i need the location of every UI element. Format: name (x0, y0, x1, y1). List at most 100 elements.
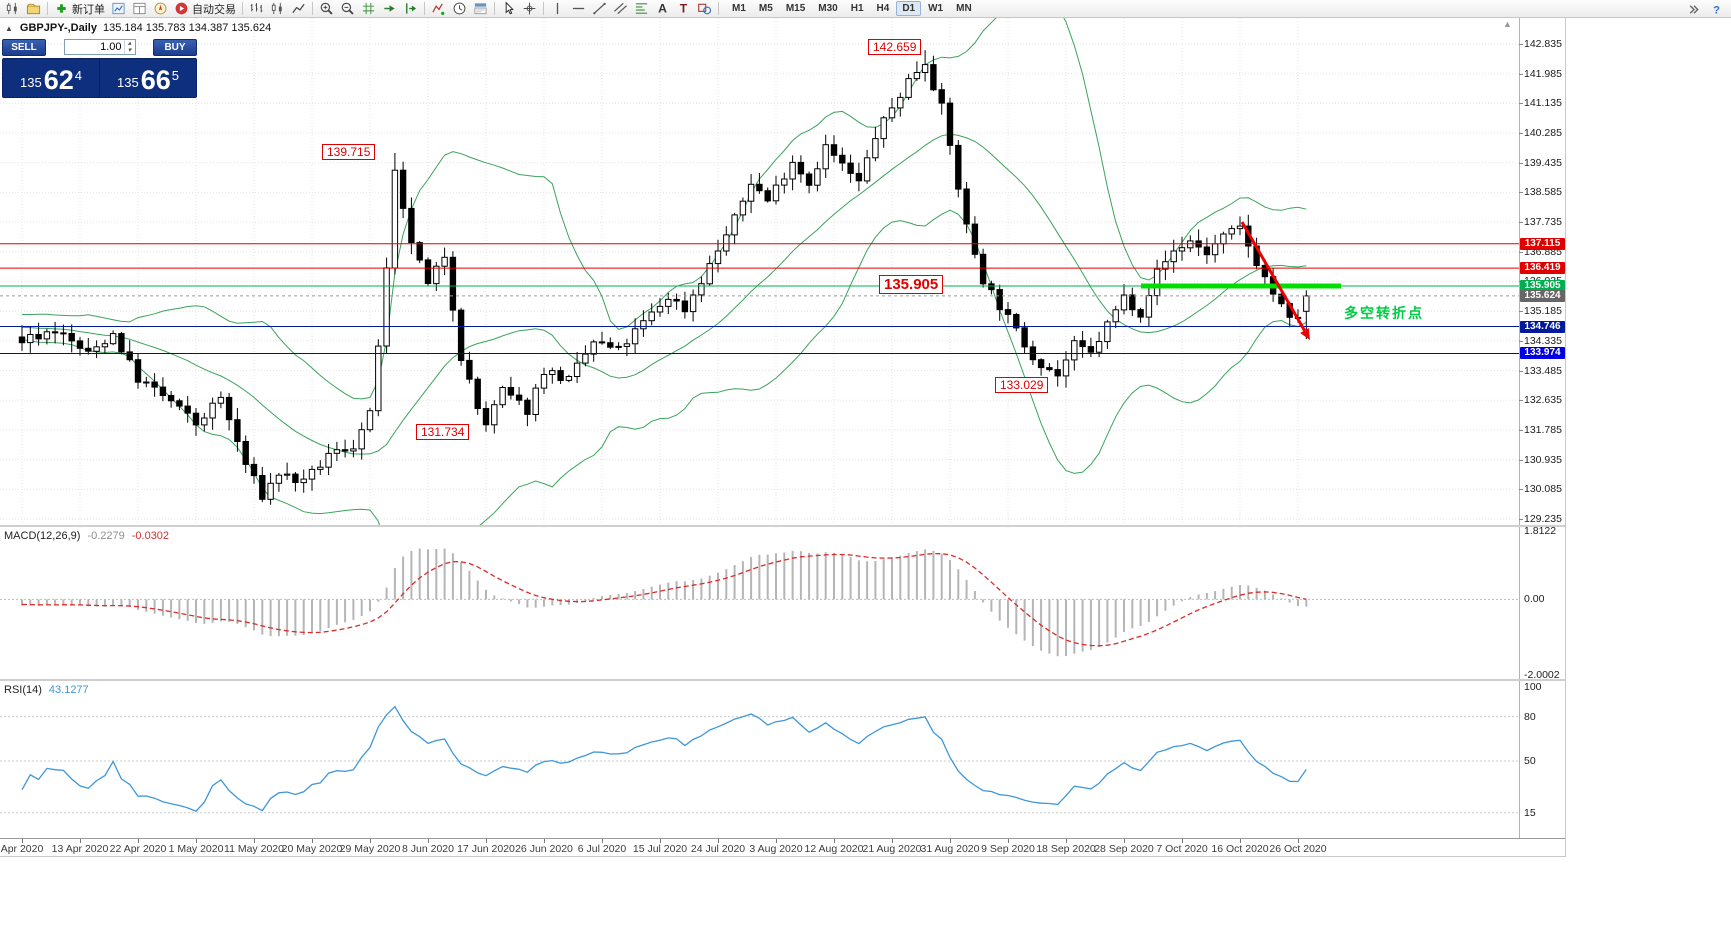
equidistant-channel-tool[interactable] (610, 1, 631, 17)
price-tick-label: 134.335 (1524, 334, 1562, 347)
help-icon: ? (1709, 2, 1724, 17)
timeframe-h4[interactable]: H4 (876, 3, 890, 14)
timeframe-m1[interactable]: M1 (732, 3, 746, 14)
time-tick-mark (950, 839, 951, 843)
zoom-in-tool[interactable] (316, 1, 337, 17)
time-tick-label: 13 Apr 2020 (51, 843, 109, 855)
time-tick-mark (312, 839, 313, 843)
timeframe-d1[interactable]: D1 (896, 1, 922, 16)
timeframe-mn[interactable]: MN (956, 3, 972, 14)
timeframe-m5[interactable]: M5 (758, 3, 773, 14)
buy-price[interactable]: 135 66 5 (100, 59, 196, 97)
fibonacci-retracement-tool[interactable] (631, 1, 652, 17)
candles-icon (5, 1, 20, 16)
trendline-tool[interactable] (589, 1, 610, 17)
auto-trading-button[interactable]: 自动交易 (171, 1, 239, 17)
new-order-label: 新订单 (72, 3, 105, 16)
toolbar-overflow-tool[interactable] (1683, 1, 1704, 17)
timeframe-m30[interactable]: M30 (818, 3, 838, 14)
toolbar-separator (312, 2, 313, 15)
price-chart-canvas[interactable] (0, 18, 1565, 525)
data-window-tool[interactable] (129, 1, 150, 17)
line-chart-type-tool[interactable] (288, 1, 309, 17)
volume-up-icon[interactable]: ▴ (127, 40, 132, 47)
sell-button[interactable]: SELL (2, 38, 46, 56)
timeframe-w1[interactable]: W1 (928, 3, 944, 14)
toolbar-right-group: ? (1683, 1, 1727, 17)
price-tick-label: 130.935 (1524, 453, 1562, 466)
price-tag-133-974: 133.974 (1520, 347, 1565, 360)
data-window-icon (132, 1, 147, 16)
time-axis[interactable]: Apr 2020 13 Apr 2020 22 Apr 2020 1 May 2020… (0, 838, 1565, 856)
rsi-canvas[interactable] (0, 681, 1565, 837)
horizontal-line-tool[interactable] (568, 1, 589, 17)
new-order-button[interactable]: 新订单 (51, 1, 108, 17)
time-tick-label: 31 Aug 2020 (920, 843, 980, 855)
bar-chart-type-tool[interactable] (246, 1, 267, 17)
price-label-annotation[interactable]: 142.659 (868, 39, 922, 55)
buy-button[interactable]: BUY (153, 38, 197, 56)
time-tick-label: 16 Oct 2020 (1211, 843, 1269, 855)
sell-price[interactable]: 135 62 4 (3, 59, 100, 97)
volume-input[interactable]: 1.00 ▴ ▾ (63, 39, 136, 55)
macd-canvas[interactable] (0, 527, 1565, 679)
zoom-out-tool[interactable] (337, 1, 358, 17)
indicators-tool[interactable] (428, 1, 449, 17)
shapes-icon (697, 1, 712, 16)
one-click-trading-panel: SELL 1.00 ▴ ▾ BUY 135 62 4 135 66 5 (2, 38, 197, 98)
price-label-annotation[interactable]: 135.905 (879, 275, 944, 294)
time-tick-mark (1124, 839, 1125, 843)
sell-price-prefix: 135 (20, 75, 42, 90)
buy-price-big: 66 (140, 65, 171, 95)
time-tick-mark (22, 839, 23, 843)
rsi-panel-splitter[interactable] (0, 679, 1565, 681)
help-tool[interactable]: ? (1706, 1, 1727, 17)
auto-scroll-tool[interactable] (379, 1, 400, 17)
text-t-icon: T (676, 1, 691, 16)
text-tool[interactable]: A (652, 1, 673, 17)
price-tick-mark (1519, 400, 1523, 402)
templates-tool[interactable] (470, 1, 491, 17)
rsi-axis-label: 100 (1524, 681, 1542, 693)
price-label-annotation[interactable]: 133.029 (995, 377, 1049, 393)
volume-value[interactable]: 1.00 (100, 41, 122, 53)
price-tick-mark (1519, 103, 1523, 105)
market-watch-tool[interactable] (108, 1, 129, 17)
price-tick-label: 141.135 (1524, 97, 1562, 110)
time-tick-label: 3 Aug 2020 (749, 843, 803, 855)
one-click-collapse-icon[interactable]: ▲ (5, 23, 13, 33)
trade-panel-controls: SELL 1.00 ▴ ▾ BUY (2, 38, 197, 56)
volume-down-icon[interactable]: ▾ (127, 47, 132, 54)
timeframe-h1[interactable]: H1 (850, 3, 864, 14)
price-label-annotation[interactable]: 139.715 (322, 144, 376, 160)
profiles-icon (26, 1, 41, 16)
shapes-tool[interactable] (694, 1, 715, 17)
grid-toggle-tool[interactable] (358, 1, 379, 17)
timeframe-m15[interactable]: M15 (785, 3, 806, 14)
navigator-tool[interactable] (150, 1, 171, 17)
price-tick-mark (1519, 192, 1523, 194)
cursor-tool[interactable] (498, 1, 519, 17)
rsi-title: RSI(14) (4, 684, 42, 696)
candles-icon (270, 1, 285, 16)
chart-shift-marker[interactable]: ▲ (1503, 19, 1512, 29)
time-tick-label: 26 Jun 2020 (515, 843, 573, 855)
chart-shift-tool[interactable] (400, 1, 421, 17)
svg-text:?: ? (1713, 4, 1720, 16)
time-tick-label: 1 May 2020 (168, 843, 224, 855)
turning-point-note[interactable]: 多空转折点 (1344, 305, 1424, 321)
new-chart-tool[interactable] (2, 1, 23, 17)
text-label-tool[interactable]: T (673, 1, 694, 17)
hline-icon (571, 1, 586, 16)
crosshair-tool[interactable] (519, 1, 540, 17)
toolbar-separator (543, 2, 544, 15)
candle-chart-type-tool[interactable] (267, 1, 288, 17)
periods-tool[interactable] (449, 1, 470, 17)
volume-spinner[interactable]: ▴ ▾ (123, 40, 135, 54)
time-tick-label: 21 Aug 2020 (862, 843, 922, 855)
chart-profiles-tool[interactable] (23, 1, 44, 17)
time-tick-mark (660, 839, 661, 843)
vertical-line-tool[interactable] (547, 1, 568, 17)
price-label-annotation[interactable]: 131.734 (416, 424, 470, 440)
macd-panel-splitter[interactable] (0, 525, 1565, 527)
